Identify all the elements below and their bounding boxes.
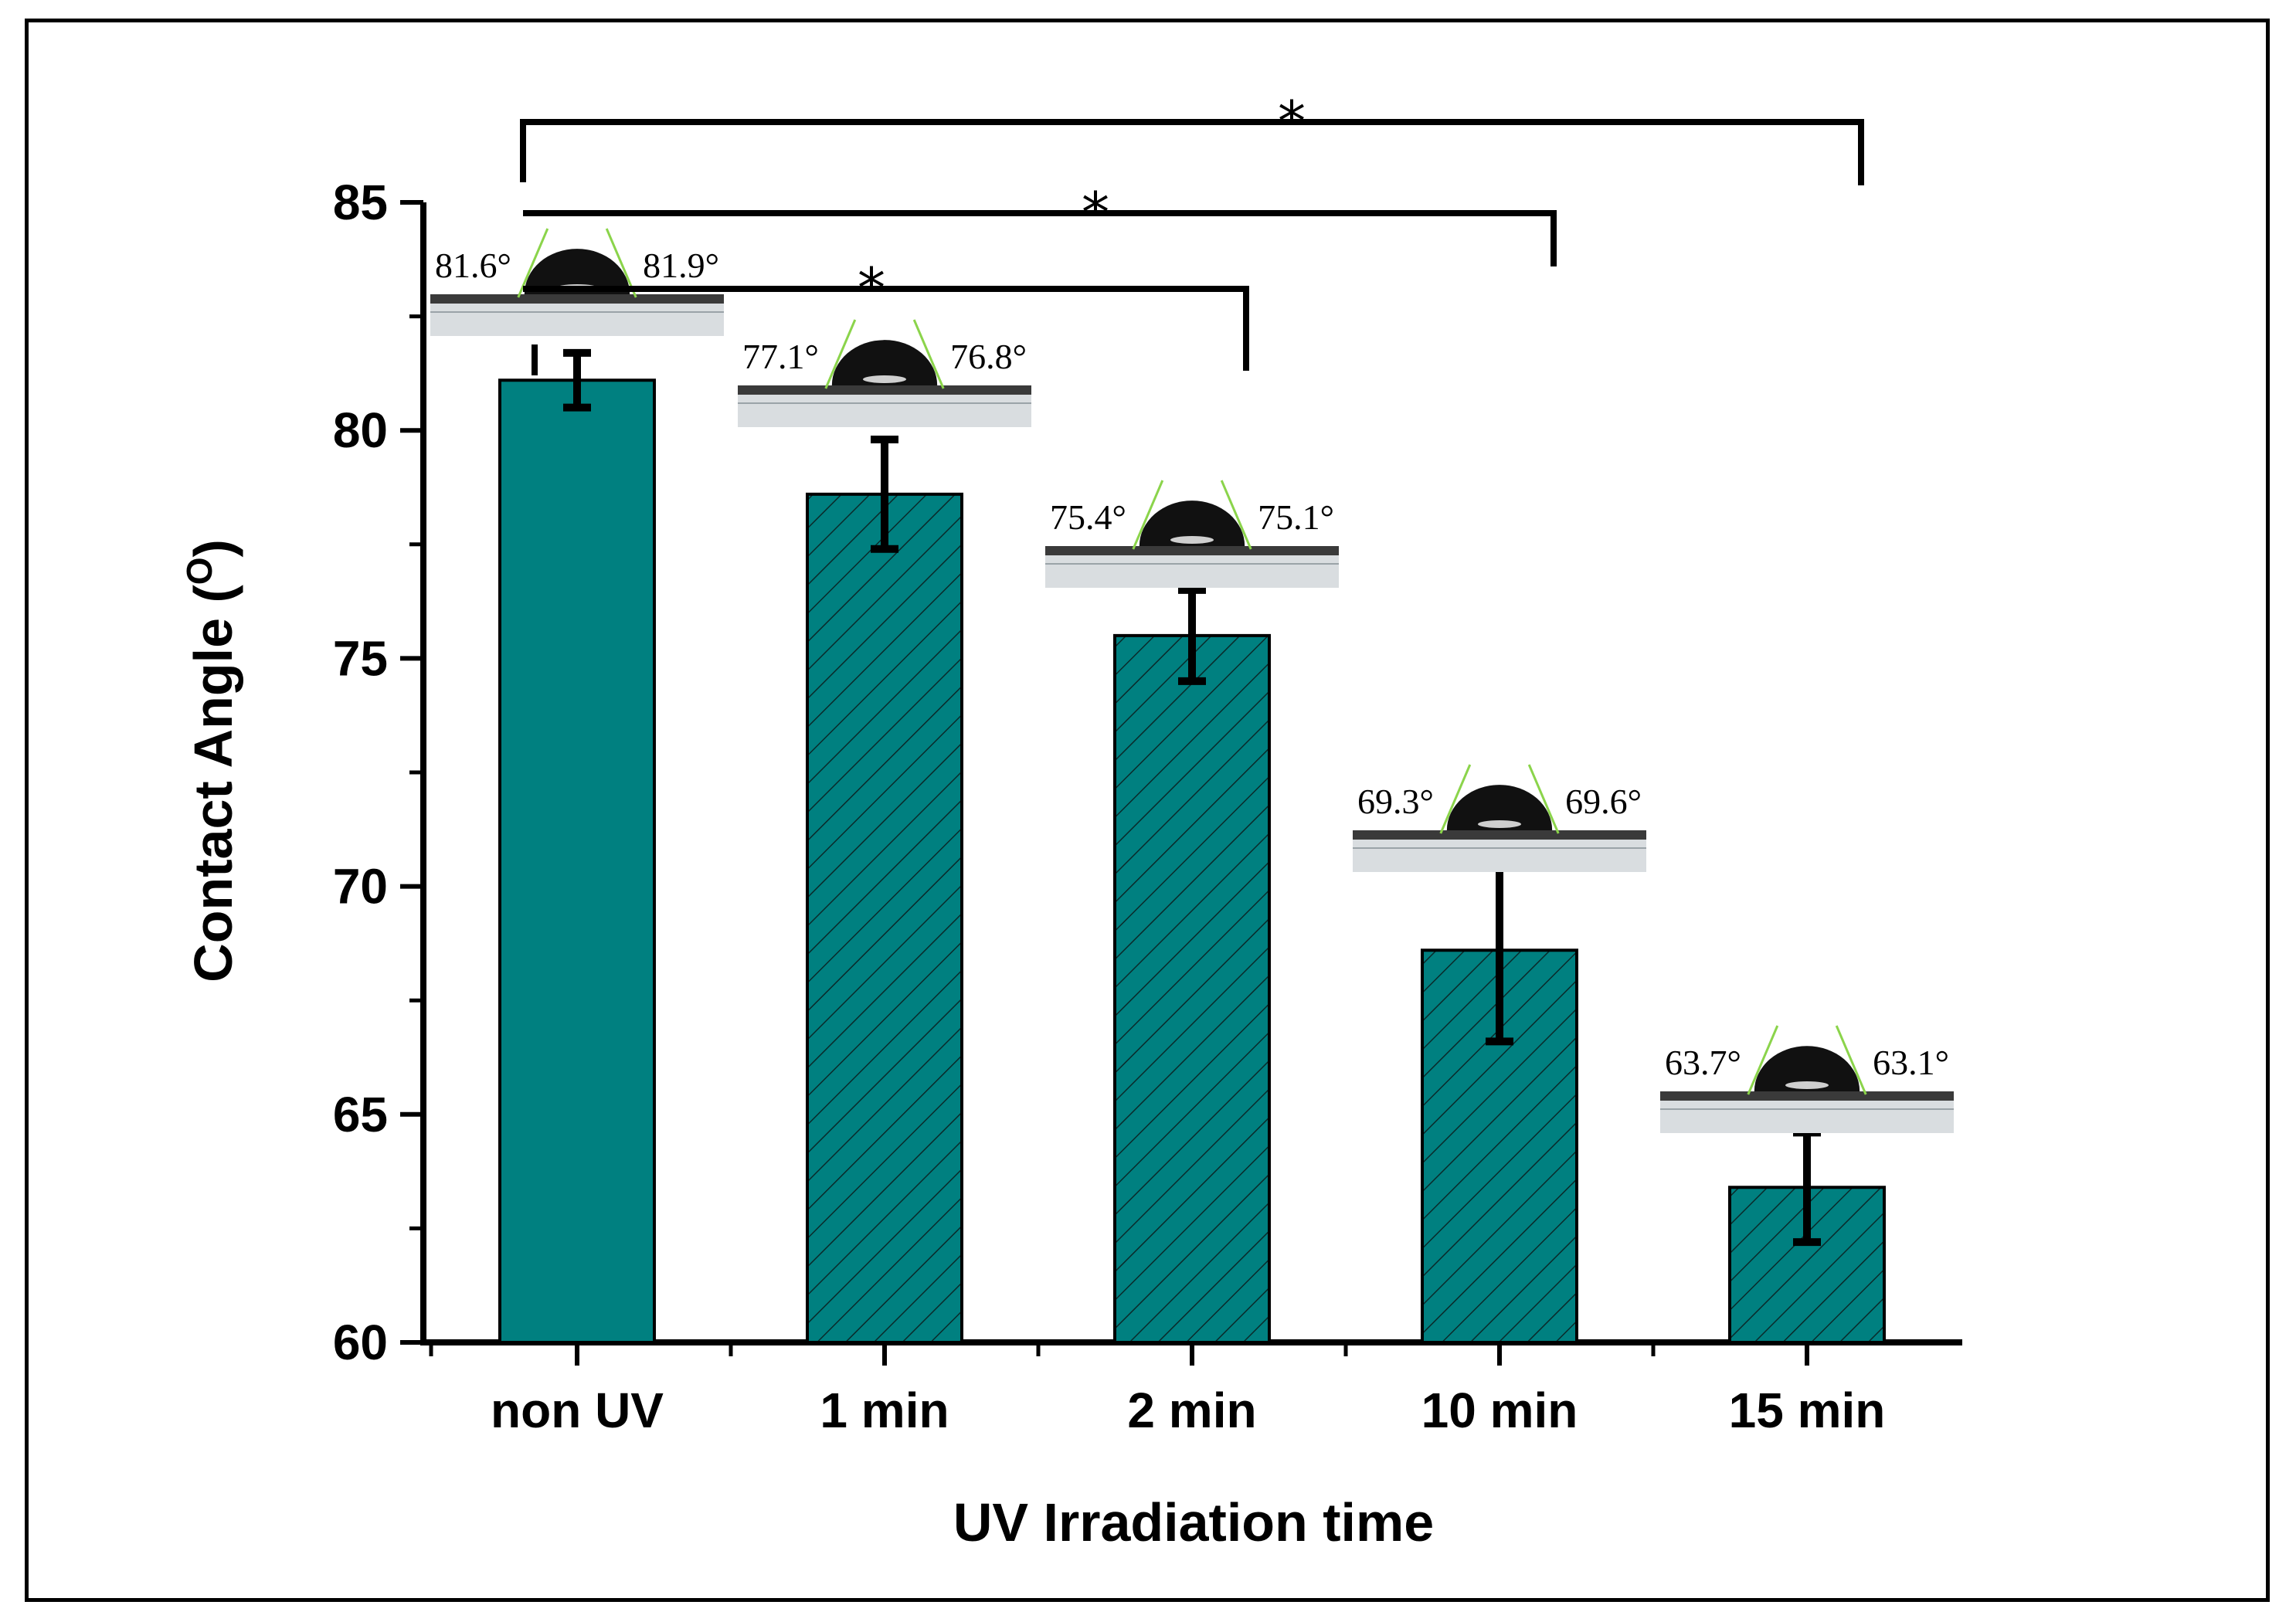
significance-star: *	[1278, 89, 1306, 154]
tangent-line-right	[1835, 1025, 1867, 1095]
y-axis-title-main: Contact Angle (	[183, 585, 243, 982]
x-tick-label: non UV	[491, 1383, 664, 1438]
tangent-line-right	[1220, 480, 1252, 550]
substrate-base	[1660, 1101, 1954, 1133]
significance-star: *	[1082, 180, 1109, 245]
y-tick-label: 60	[333, 1315, 388, 1370]
y-axis-title-sup: O	[179, 557, 219, 585]
droplet-image	[524, 249, 630, 294]
droplet-highlight	[1170, 536, 1214, 544]
droplet-image	[1446, 785, 1553, 830]
y-axis-title-close: )	[183, 539, 243, 557]
angle-right-label: 63.1°	[1873, 1043, 1949, 1082]
droplet-highlight	[863, 375, 906, 383]
droplet-image	[1754, 1046, 1860, 1091]
angle-left-label: 75.4°	[1050, 497, 1126, 537]
tangent-line-left	[824, 319, 857, 389]
substrate-surface	[1660, 1091, 1954, 1101]
angle-left-label: 77.1°	[742, 337, 819, 376]
tangent-line-left	[1132, 480, 1164, 550]
tangent-line-left	[1439, 764, 1472, 834]
angle-right-label: 81.9°	[643, 246, 719, 285]
droplet-highlight	[1785, 1081, 1829, 1089]
tangent-line-left	[1747, 1025, 1779, 1095]
tangent-line-right	[912, 319, 945, 389]
substrate-line	[738, 402, 1031, 404]
y-tick-label: 75	[333, 630, 388, 686]
substrate-base	[430, 304, 724, 336]
substrate-line	[1045, 563, 1339, 565]
y-tick-label: 85	[333, 175, 388, 230]
bar-1-min	[806, 492, 963, 1345]
substrate-line	[1660, 1108, 1954, 1110]
y-axis-title: Contact Angle (O)	[179, 539, 243, 982]
substrate-base	[738, 395, 1031, 427]
x-tick-label: 15 min	[1729, 1383, 1886, 1438]
substrate-base	[1045, 555, 1339, 588]
droplet-image	[831, 340, 938, 385]
y-tick-label: 70	[333, 859, 388, 914]
bar-2-min	[1113, 633, 1271, 1344]
substrate-surface	[738, 385, 1031, 395]
significance-star: *	[858, 256, 885, 321]
angle-right-label: 75.1°	[1258, 497, 1334, 537]
x-tick-label: 1 min	[820, 1383, 949, 1438]
x-tick-label: 10 min	[1421, 1383, 1578, 1438]
y-tick-label: 65	[333, 1087, 388, 1142]
substrate-line	[430, 311, 724, 313]
angle-left-label: 81.6°	[435, 246, 511, 285]
bar-non-uv	[498, 378, 656, 1345]
substrate-surface	[1045, 546, 1339, 555]
angle-left-label: 69.3°	[1357, 782, 1434, 821]
substrate-surface	[430, 294, 724, 304]
x-axis-title: UV Irradiation time	[953, 1492, 1434, 1552]
substrate-base	[1353, 840, 1646, 872]
x-tick-label: 2 min	[1127, 1383, 1256, 1438]
substrate-line	[1353, 847, 1646, 849]
angle-right-label: 76.8°	[950, 337, 1027, 376]
angle-left-label: 63.7°	[1665, 1043, 1741, 1082]
droplet-image	[1139, 501, 1245, 546]
angle-right-label: 69.6°	[1565, 782, 1642, 821]
droplet-highlight	[1478, 820, 1521, 828]
svg-text:Contact Angle (O): Contact Angle (O)	[179, 539, 243, 982]
y-tick-label: 80	[333, 402, 388, 458]
tangent-line-right	[1527, 764, 1560, 834]
substrate-surface	[1353, 830, 1646, 840]
